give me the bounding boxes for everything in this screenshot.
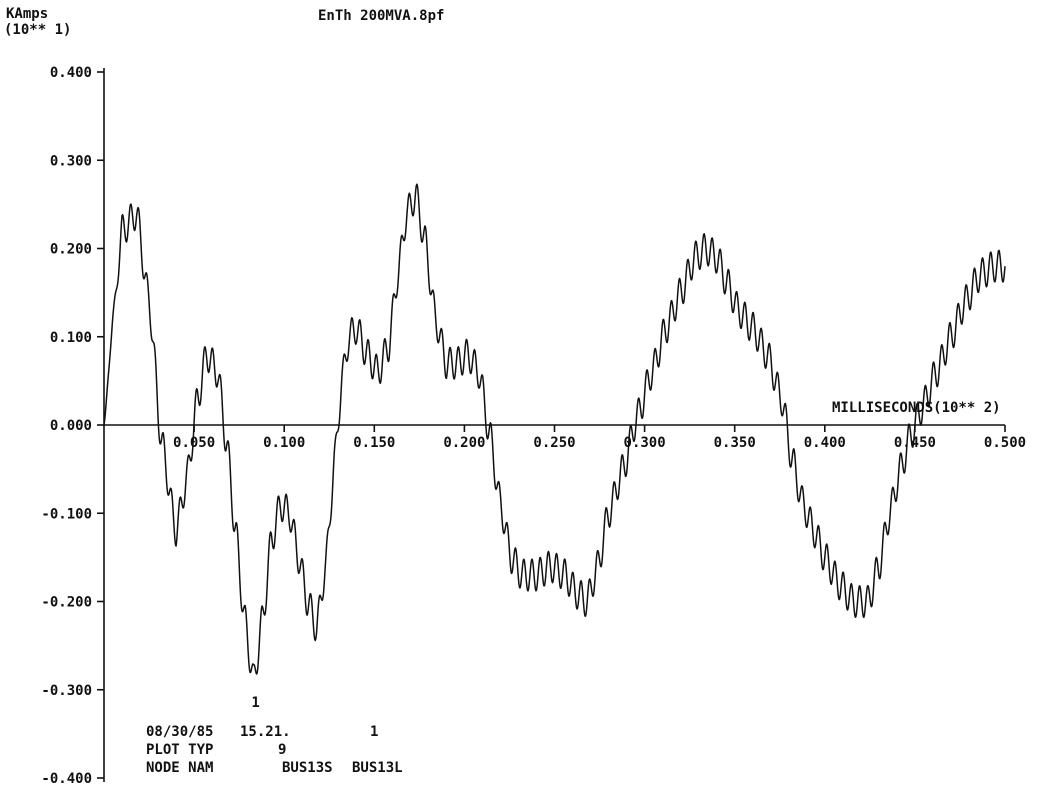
y-tick-label: -0.100	[41, 506, 92, 522]
x-tick-label: 0.400	[804, 435, 846, 451]
footer-curve-number: 1	[370, 724, 379, 740]
x-tick-label: 0.100	[263, 435, 305, 451]
x-tick-label: 0.450	[894, 435, 936, 451]
x-tick-label: 0.350	[714, 435, 756, 451]
chart-ticks: 0.400 0.300 0.200 0.100 0.000 -0.100 -0.200 -0.…	[41, 65, 1026, 787]
chart-series: 1	[103, 183, 1006, 711]
x-tick-label: 0.250	[533, 435, 575, 451]
footer-node-nam-label: NODE NAM	[146, 760, 214, 776]
x-tick-label: 0.200	[443, 435, 485, 451]
footer-plot-typ-label: PLOT TYP	[146, 742, 214, 758]
y-tick-label: -0.300	[41, 683, 92, 699]
footer-date: 08/30/85	[146, 724, 214, 740]
y-tick-label: 0.300	[50, 153, 92, 169]
x-axis-label: MILLISECONDS(10** 2)	[832, 400, 1001, 416]
x-tick-label: 0.050	[173, 435, 215, 451]
y-axis-scale-label: (10** 1)	[4, 22, 72, 38]
y-axis-label: KAmps	[6, 6, 49, 22]
footer-node-to: BUS13L	[352, 760, 403, 776]
series-marker-label: 1	[251, 695, 259, 711]
y-tick-label: 0.100	[50, 330, 92, 346]
footer-plot-typ-value: 9	[278, 742, 287, 758]
y-tick-label: -0.200	[41, 595, 92, 611]
y-tick-label: 0.400	[50, 65, 92, 81]
chart-title: EnTh 200MVA.8pf	[318, 8, 445, 24]
x-tick-label: 0.150	[353, 435, 395, 451]
x-tick-label: 0.500	[984, 435, 1026, 451]
y-tick-label: 0.000	[50, 418, 92, 434]
footer-node-from: BUS13S	[282, 760, 333, 776]
y-tick-label: 0.200	[50, 242, 92, 258]
y-tick-label: -0.400	[41, 771, 92, 787]
footer-time: 15.21.	[240, 724, 291, 740]
series-line	[103, 183, 1006, 675]
